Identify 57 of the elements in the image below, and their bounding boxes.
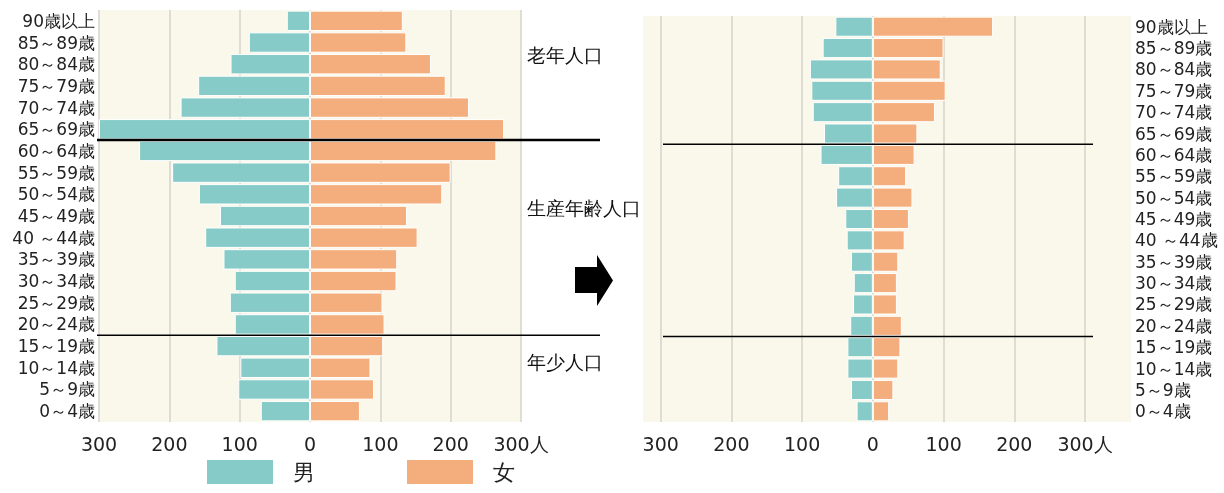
y-tick-label: 10～14歳 (17, 357, 95, 378)
y-tick-label: 65～69歳 (1135, 123, 1213, 144)
x-tick-label: 200 (151, 432, 188, 455)
y-tick-label: 40 ～44歳 (12, 227, 95, 248)
y-tick-label: 65～69歳 (17, 119, 95, 140)
legend-label: 女 (493, 459, 515, 485)
text: 生産年齢人口 (527, 196, 641, 221)
y-tick-label: 55～59歳 (17, 162, 95, 183)
x-tick-label: 0 (866, 432, 879, 455)
x-tick-label: 100 (362, 432, 399, 455)
x-tick-label: 200 (713, 432, 750, 455)
y-tick-label: 0～4歳 (1135, 401, 1191, 422)
text: 年少人口 (527, 350, 603, 375)
y-tick-label: 25～29歳 (17, 292, 95, 313)
x-tick-label: 300 (80, 432, 118, 455)
x-tick-label: 300人 (1057, 432, 1113, 455)
x-tick-label: 200 (996, 432, 1033, 455)
x-tick-label: 100 (221, 432, 258, 455)
y-tick-label: 90歳以上 (22, 10, 95, 31)
y-tick-label: 35～39歳 (1135, 251, 1213, 272)
y-tick-label: 85～89歳 (17, 32, 95, 53)
y-tick-label: 20～24歳 (17, 314, 95, 335)
y-tick-label: 90歳以上 (1135, 16, 1208, 37)
y-tick-label: 80～84歳 (17, 54, 95, 75)
x-tick-label: 200 (432, 432, 469, 455)
x-tick-label: 300 (642, 432, 679, 455)
y-tick-label: 70～74歳 (1135, 102, 1213, 123)
y-tick-label: 0～4歳 (39, 401, 95, 422)
y-tick-label: 15～19歳 (17, 336, 95, 357)
y-tick-label: 30～34歳 (1135, 273, 1213, 294)
y-tick-label: 25～29歳 (1135, 294, 1213, 315)
y-tick-label: 15～19歳 (1135, 337, 1213, 358)
y-tick-label: 75～79歳 (17, 75, 95, 96)
y-tick-label: 80～84歳 (1135, 59, 1213, 80)
y-tick-label: 75～79歳 (1135, 80, 1213, 101)
y-tick-label: 50～54歳 (1135, 187, 1213, 208)
y-tick-label: 55～59歳 (1135, 166, 1213, 187)
y-tick-label: 45～49歳 (17, 206, 95, 226)
y-tick-label: 85～89歳 (1135, 38, 1213, 59)
y-tick-label: 70～74歳 (17, 97, 95, 118)
y-tick-label: 50～54歳 (17, 184, 95, 205)
y-tick-label: 35～39歳 (17, 249, 95, 270)
text: 老年人口 (527, 43, 603, 68)
x-tick-label: 300人 (493, 432, 549, 455)
y-tick-label: 60～64歳 (1135, 144, 1213, 165)
x-tick-label: 100 (925, 432, 962, 455)
y-tick-label: 5～9歳 (1135, 379, 1191, 400)
y-tick-label: 5～9歳 (39, 379, 95, 400)
legend-label: 男 (293, 459, 315, 485)
x-tick-label: 100 (784, 432, 821, 455)
y-tick-label: 40 ～44歳 (1135, 230, 1218, 251)
y-tick-label: 45～49歳 (1135, 209, 1213, 229)
y-tick-label: 10～14歳 (1135, 358, 1213, 379)
y-tick-label: 30～34歳 (17, 271, 95, 292)
y-tick-label: 20～24歳 (1135, 315, 1213, 336)
x-tick-label: 0 (303, 432, 317, 455)
y-tick-label: 60～64歳 (17, 140, 95, 161)
